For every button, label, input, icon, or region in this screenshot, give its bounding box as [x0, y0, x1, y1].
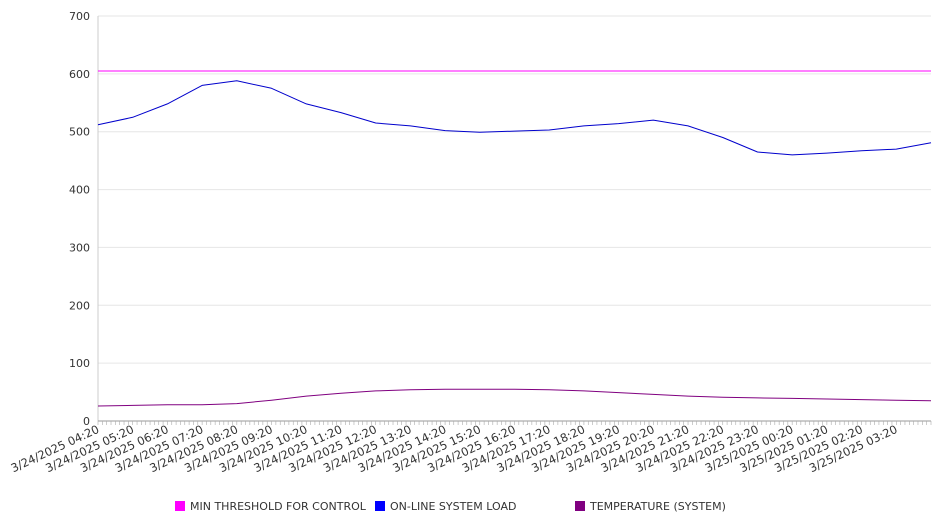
legend-item-system-load[interactable]: ON-LINE SYSTEM LOAD — [375, 498, 516, 514]
legend-swatch-system-load — [375, 501, 385, 511]
legend-item-temperature[interactable]: TEMPERATURE (SYSTEM) — [575, 498, 726, 514]
series-line-2 — [97, 388, 932, 407]
axes — [97, 16, 932, 425]
legend-item-min-threshold[interactable]: MIN THRESHOLD FOR CONTROL — [175, 498, 366, 514]
series-line-1 — [97, 80, 932, 156]
y-tick-label: 500 — [69, 126, 90, 139]
gridlines — [98, 15, 931, 364]
y-tick-label: 300 — [69, 241, 90, 254]
y-tick-label: 100 — [69, 357, 90, 370]
y-tick-label: 700 — [69, 10, 90, 23]
legend: MIN THRESHOLD FOR CONTROL ON-LINE SYSTEM… — [0, 498, 946, 514]
y-tick-label: 0 — [83, 415, 90, 428]
legend-swatch-temperature — [575, 501, 585, 511]
series-lines — [97, 70, 932, 407]
y-tick-label: 400 — [69, 184, 90, 197]
y-tick-label: 200 — [69, 299, 90, 312]
legend-label-temperature: TEMPERATURE (SYSTEM) — [590, 499, 726, 513]
y-tick-label: 600 — [69, 68, 90, 81]
legend-label-min-threshold: MIN THRESHOLD FOR CONTROL — [190, 499, 366, 513]
legend-label-system-load: ON-LINE SYSTEM LOAD — [390, 499, 517, 513]
y-axis-ticks: 0 100 200 300 400 500 600 700 — [69, 10, 90, 428]
legend-swatch-min-threshold — [175, 501, 185, 511]
x-axis-ticks: 3/24/2025 04:203/24/2025 05:203/24/2025 … — [9, 422, 900, 475]
